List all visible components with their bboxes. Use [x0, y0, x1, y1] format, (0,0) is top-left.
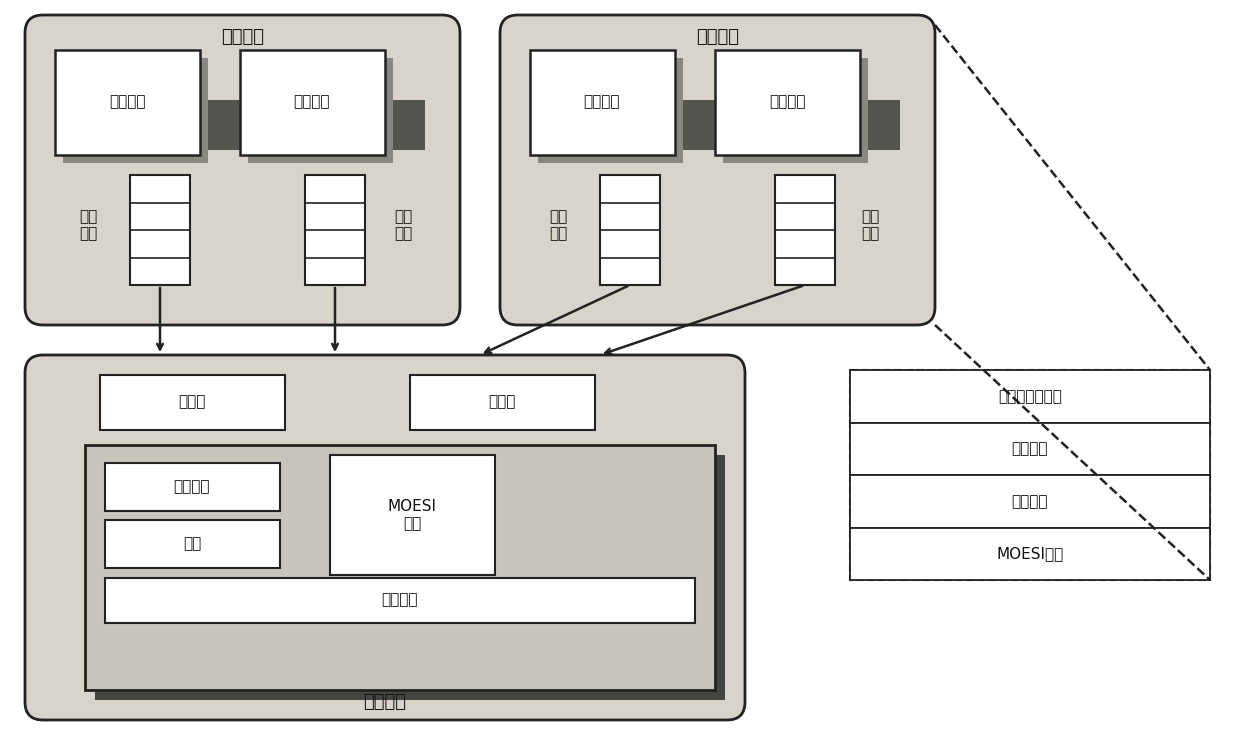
Bar: [105, 463, 280, 511]
Bar: [241, 50, 384, 155]
Bar: [63, 58, 208, 163]
Bar: [849, 527, 1210, 580]
Text: 处理器核: 处理器核: [294, 94, 330, 109]
Text: 处理器核: 处理器核: [584, 94, 620, 109]
Bar: [330, 455, 495, 575]
Text: 发送
队列: 发送 队列: [394, 209, 412, 241]
Bar: [130, 175, 190, 285]
Text: 发送
队列: 发送 队列: [861, 209, 879, 241]
FancyBboxPatch shape: [500, 15, 935, 325]
Bar: [248, 58, 393, 163]
Bar: [100, 375, 285, 430]
Bar: [69, 100, 425, 150]
Text: MOESI
协议: MOESI 协议: [387, 498, 436, 531]
Bar: [849, 370, 1210, 580]
Text: MOESI协议: MOESI协议: [997, 546, 1064, 561]
Text: 功能仿真子系统: 功能仿真子系统: [998, 389, 1061, 404]
Text: 管理线程: 管理线程: [363, 693, 407, 711]
Text: 路障二: 路障二: [489, 394, 516, 409]
Bar: [410, 375, 595, 430]
FancyBboxPatch shape: [25, 15, 460, 325]
Text: 主存: 主存: [182, 536, 201, 551]
Text: 芯线程二: 芯线程二: [696, 28, 739, 46]
Bar: [105, 578, 694, 623]
Bar: [546, 100, 900, 150]
Text: 处理器核: 处理器核: [1012, 441, 1048, 456]
Text: 处理器核: 处理器核: [769, 94, 805, 109]
Bar: [95, 455, 725, 700]
Text: 接受
队列: 接受 队列: [549, 209, 567, 241]
Bar: [305, 175, 365, 285]
Bar: [55, 50, 200, 155]
Bar: [538, 58, 683, 163]
Bar: [105, 520, 280, 568]
Bar: [86, 445, 715, 690]
Bar: [849, 475, 1210, 527]
Text: 一级缓存: 一级缓存: [1012, 494, 1048, 509]
Bar: [849, 423, 1210, 475]
Text: 路障一: 路障一: [179, 394, 206, 409]
Bar: [600, 175, 660, 285]
Bar: [723, 58, 868, 163]
Text: 接受
队列: 接受 队列: [79, 209, 97, 241]
Bar: [715, 50, 861, 155]
Bar: [849, 370, 1210, 423]
Text: 处理器核: 处理器核: [109, 94, 145, 109]
FancyBboxPatch shape: [25, 355, 745, 720]
Text: 三级缓存: 三级缓存: [174, 479, 211, 495]
Bar: [775, 175, 835, 285]
Bar: [529, 50, 675, 155]
Text: 芯线程一: 芯线程一: [221, 28, 264, 46]
Text: 互连网路: 互连网路: [382, 592, 418, 608]
